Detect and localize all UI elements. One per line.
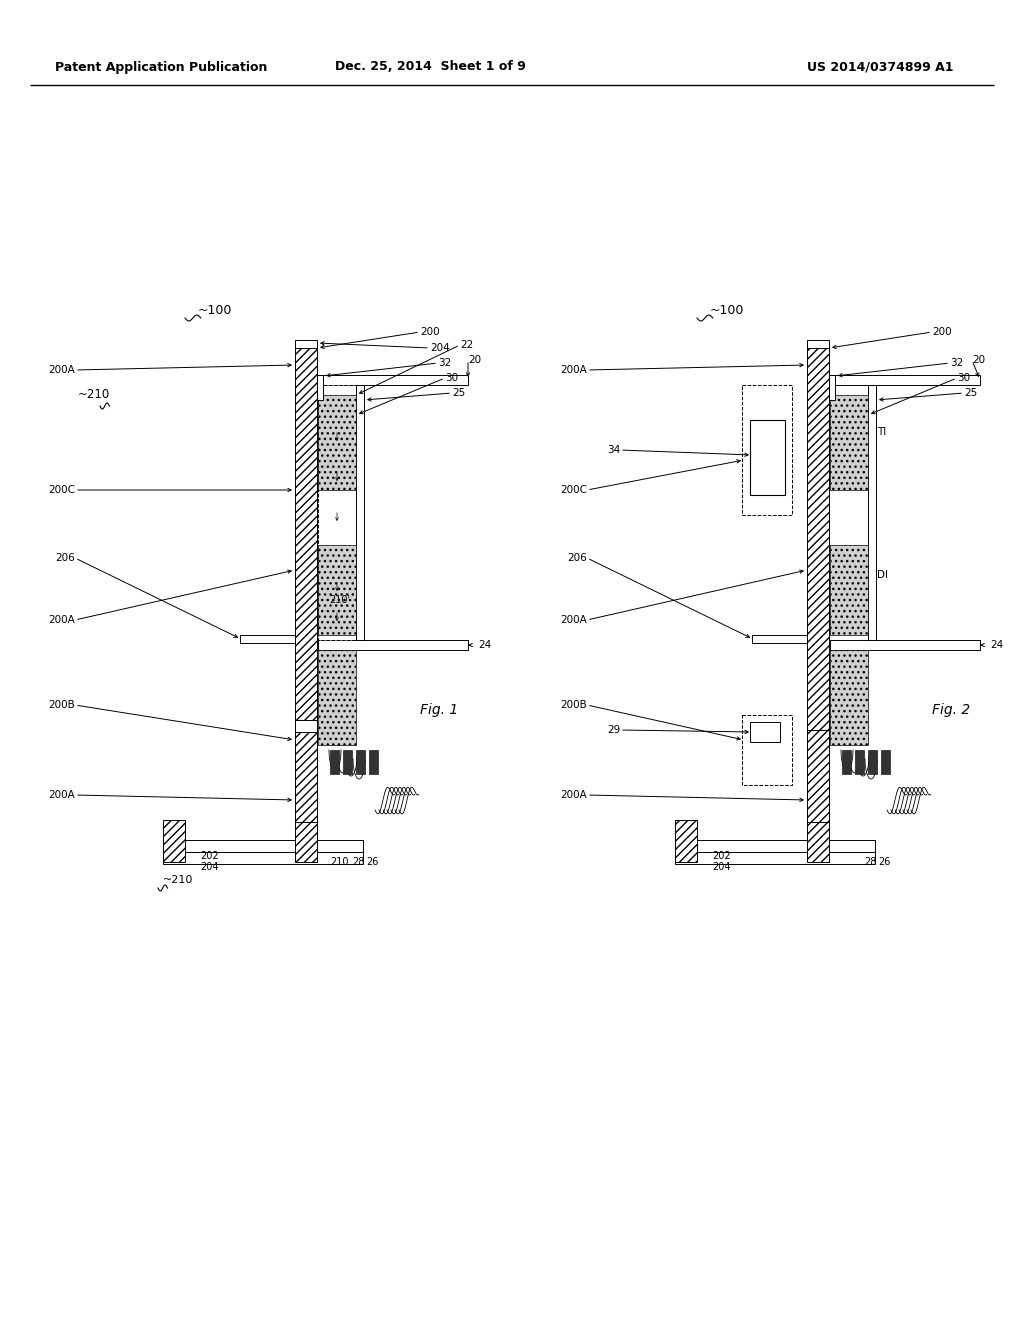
Bar [752,635,807,643]
Text: 32: 32 [438,358,452,368]
Bar [318,649,356,744]
Text: 24: 24 [990,640,1004,649]
Bar [318,385,356,640]
Text: Fig. 2: Fig. 2 [932,704,971,717]
Bar [675,840,874,851]
Text: ~210: ~210 [78,388,111,401]
Text: 34: 34 [607,445,620,455]
Text: 200A: 200A [48,789,75,800]
Text: 204: 204 [430,343,450,352]
Text: 25: 25 [452,388,465,399]
Bar [343,750,352,774]
Text: TI: TI [878,426,887,437]
Bar [750,722,780,742]
Bar [318,545,356,635]
Bar [163,820,185,862]
Bar [295,730,317,822]
Bar [830,375,980,385]
Text: 202: 202 [200,851,219,861]
Bar [318,395,356,490]
Bar [742,385,792,515]
Text: 204: 204 [200,862,218,873]
Text: 25: 25 [964,388,977,399]
Text: 202: 202 [712,851,731,861]
Text: 200C: 200C [560,484,587,495]
Text: Dec. 25, 2014  Sheet 1 of 9: Dec. 25, 2014 Sheet 1 of 9 [335,61,525,74]
Text: 26: 26 [878,857,891,867]
Bar [295,341,317,348]
Text: 30: 30 [957,374,970,383]
Bar [675,851,874,865]
Text: ~100: ~100 [710,304,744,317]
Bar [807,730,829,822]
Text: 29: 29 [607,725,620,735]
Text: 210': 210' [330,595,350,605]
Bar [163,840,362,851]
Text: 28: 28 [352,857,365,867]
Bar [750,420,785,495]
Text: DI: DI [877,570,888,579]
Text: 200A: 200A [560,366,587,375]
Bar [356,385,364,640]
Bar [163,851,362,865]
Bar [842,750,851,774]
Text: 200A: 200A [560,789,587,800]
Bar [295,719,317,733]
Bar [868,385,876,640]
Bar [356,750,365,774]
Text: 20: 20 [468,355,481,366]
Bar [830,649,868,744]
Text: 200B: 200B [560,700,587,710]
Text: Patent Application Publication: Patent Application Publication [55,61,267,74]
Text: ~100: ~100 [198,304,232,317]
Bar [830,545,868,635]
Text: 20: 20 [972,355,985,366]
Bar [881,750,890,774]
Bar [868,750,877,774]
Bar [318,640,468,649]
Text: 26: 26 [366,857,379,867]
Bar [317,375,323,400]
Text: 200C: 200C [48,484,75,495]
Text: ~210: ~210 [163,875,194,884]
Text: 32: 32 [950,358,964,368]
Text: 22: 22 [460,341,473,350]
Text: 210: 210 [330,857,348,867]
Text: US 2014/0374899 A1: US 2014/0374899 A1 [807,61,953,74]
Bar [742,715,792,785]
Text: 204: 204 [712,862,730,873]
Text: 206: 206 [55,553,75,564]
Text: 206: 206 [567,553,587,564]
Text: 30: 30 [445,374,458,383]
Bar [830,640,980,649]
Text: 28: 28 [864,857,877,867]
Bar [318,375,468,385]
Bar [330,750,339,774]
Bar [807,342,829,862]
Bar [369,750,378,774]
Bar [829,375,835,400]
Text: 200A: 200A [560,615,587,624]
Bar [240,635,295,643]
Text: 200A: 200A [48,615,75,624]
Text: 200: 200 [420,327,439,337]
Bar [295,342,317,862]
Text: Fig. 1: Fig. 1 [420,704,459,717]
Text: 200B: 200B [48,700,75,710]
Bar [675,820,697,862]
Bar [855,750,864,774]
Text: 200A: 200A [48,366,75,375]
Text: 200: 200 [932,327,951,337]
Text: 24: 24 [478,640,492,649]
Bar [807,341,829,348]
Bar [830,395,868,490]
